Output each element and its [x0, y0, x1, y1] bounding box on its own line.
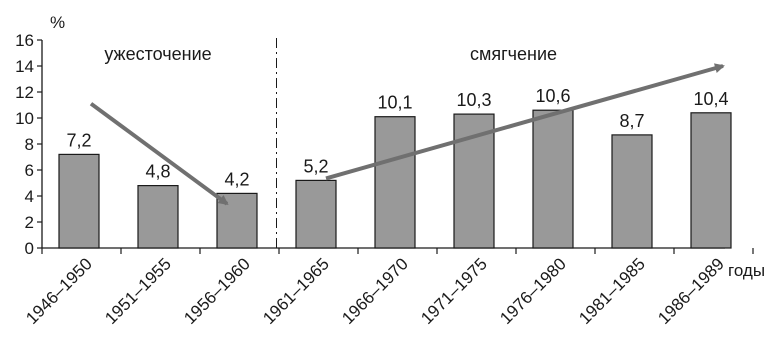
bar-value-label: 10,3 — [456, 90, 491, 110]
y-tick-label: 6 — [25, 161, 34, 180]
plot-area: 0 2 4 6 8 10 12 14 16 7,2 1946–1950 4,8 1951–1955 4,2… — [15, 31, 754, 328]
x-axis-unit-label: годы — [728, 261, 765, 280]
x-tick-label: 1966–1970 — [338, 254, 412, 328]
x-tick-label: 1951–1955 — [101, 254, 175, 328]
x-tick-label: 1981–1985 — [575, 254, 649, 328]
bar — [137, 185, 179, 249]
x-tick-label: 1956–1960 — [180, 254, 254, 328]
y-axis-unit-label: % — [50, 13, 65, 32]
region-label: смягчение — [470, 44, 557, 64]
bar-value-label: 10,4 — [693, 89, 728, 109]
bar-value-label: 7,2 — [66, 130, 91, 150]
bar — [374, 116, 416, 249]
bar — [611, 134, 653, 249]
bar-value-label: 4,8 — [145, 162, 170, 182]
region-label: ужесточение — [104, 44, 211, 64]
y-tick-label: 8 — [25, 135, 34, 154]
bar-value-label: 4,2 — [224, 169, 249, 189]
bar-value-label: 10,6 — [535, 86, 570, 106]
y-tick-label: 12 — [15, 83, 34, 102]
x-tick-label: 1971–1975 — [417, 254, 491, 328]
bar — [295, 179, 337, 249]
bar-value-label: 10,1 — [377, 93, 412, 113]
y-tick-label: 10 — [15, 109, 34, 128]
y-tick-label: 0 — [25, 239, 34, 258]
x-tick-label: 1986–1989 — [654, 254, 728, 328]
y-tick-label: 4 — [25, 187, 34, 206]
x-tick-label: 1961–1965 — [259, 254, 333, 328]
trend-arrow — [89, 102, 229, 206]
y-tick-label: 14 — [15, 57, 34, 76]
trend-arrow — [325, 63, 725, 181]
y-tick-label: 2 — [25, 213, 34, 232]
bar — [532, 109, 574, 249]
y-tick-label: 16 — [15, 31, 34, 50]
bar-value-label: 8,7 — [619, 111, 644, 131]
bar — [58, 153, 100, 249]
x-tick-label: 1946–1950 — [22, 254, 96, 328]
x-tick-label: 1976–1980 — [496, 254, 570, 328]
bar-value-label: 5,2 — [303, 156, 328, 176]
bar — [690, 112, 732, 249]
